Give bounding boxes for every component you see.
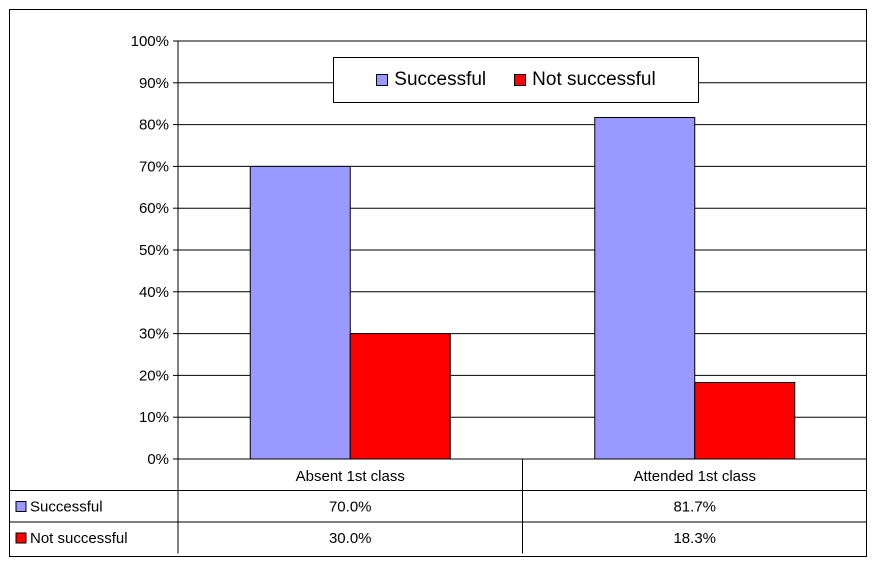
y-tick-label: 50% [139, 242, 169, 259]
table-cell: 18.3% [673, 530, 716, 547]
bar-successful-1 [249, 165, 351, 460]
bars [249, 116, 796, 460]
y-tick-label: 20% [139, 367, 169, 384]
legend-swatch-not-successful [514, 74, 527, 86]
y-tick-label: 30% [139, 326, 169, 343]
legend-label-successful: Successful [394, 69, 487, 90]
bar-successful-2 [594, 116, 696, 460]
bar-not-successful-2 [694, 382, 796, 460]
table-cell: 70.0% [329, 499, 372, 516]
table-swatch [15, 532, 27, 544]
y-tick-label: 80% [139, 117, 169, 134]
legend-item-not-successful: Not successful [514, 69, 656, 91]
table-cell: 81.7% [673, 499, 716, 516]
data-table: Absent 1st class Attended 1st class Succes… [9, 459, 867, 554]
y-tick-label: 0% [147, 451, 169, 468]
bar-not-successful-1 [349, 333, 451, 460]
y-tick-label: 90% [139, 75, 169, 92]
table-row-label: Not successful [30, 530, 128, 547]
y-tick-label: 40% [139, 284, 169, 301]
legend-item-successful: Successful [376, 69, 486, 91]
legend-swatch-successful [376, 74, 389, 86]
y-tick-label: 60% [139, 200, 169, 217]
table-cell: 30.0% [329, 530, 372, 547]
y-axis-ticks: 0% 10% 20% 30% 40% 50% 60% 70% 80% 90% 100% [131, 33, 178, 468]
legend-label-not-successful: Not successful [532, 69, 656, 90]
y-tick-label: 70% [139, 158, 169, 175]
table-row-label: Successful [30, 499, 103, 516]
category-label: Absent 1st class [296, 468, 405, 485]
category-label: Attended 1st class [633, 468, 756, 485]
table-swatch [15, 501, 27, 512]
y-tick-label: 100% [131, 33, 169, 50]
legend: Successful Not successful [333, 57, 699, 103]
y-tick-label: 10% [139, 409, 169, 426]
